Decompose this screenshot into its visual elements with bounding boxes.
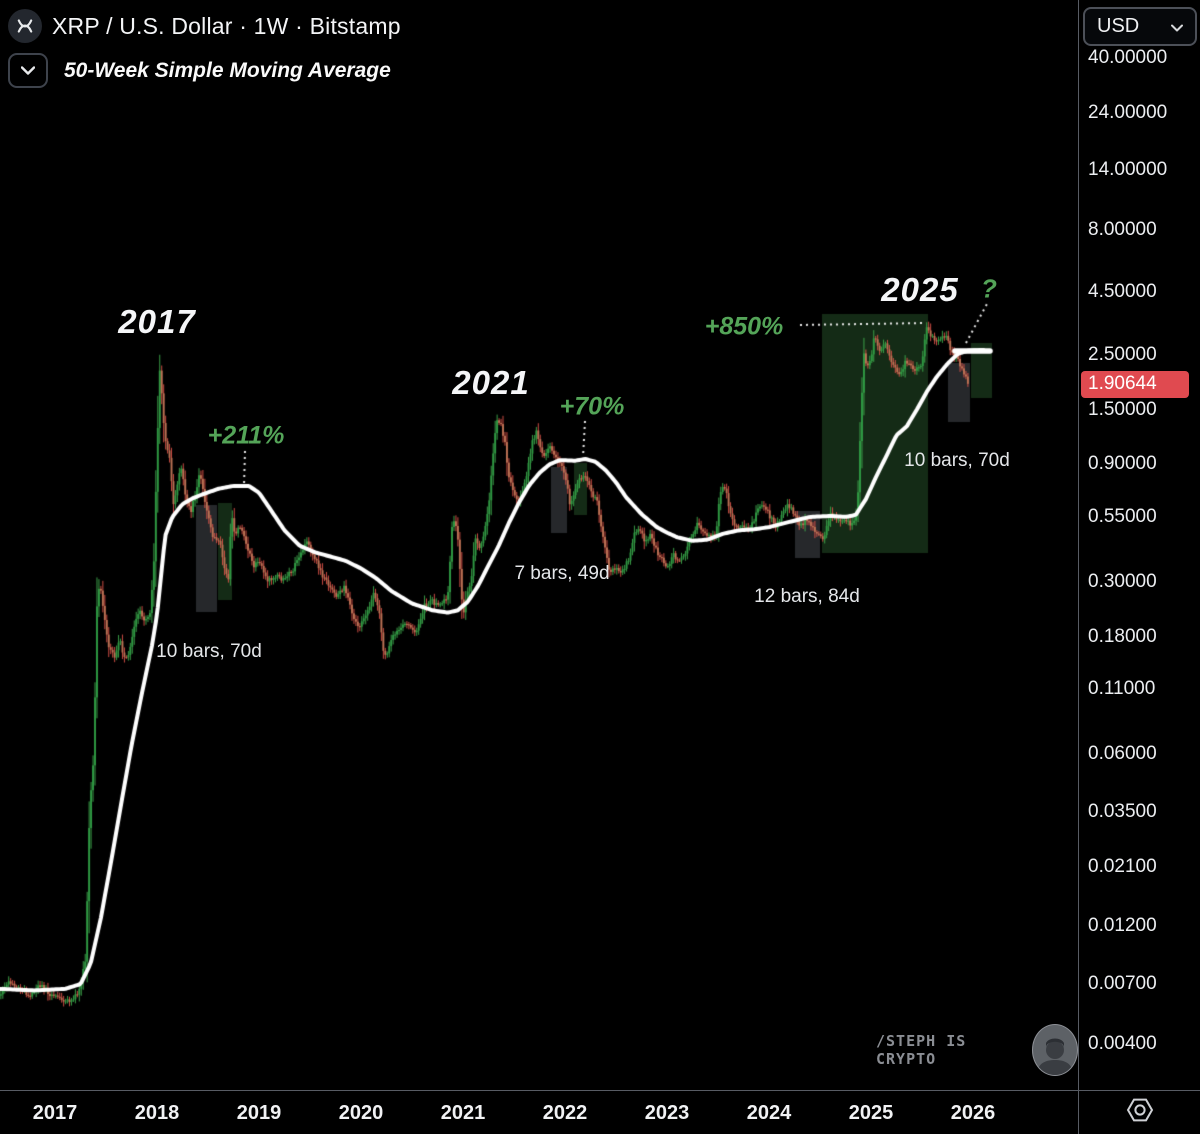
- price-tick-label: 40.00000: [1088, 47, 1168, 68]
- price-scale-settings-icon[interactable]: [1125, 1095, 1155, 1130]
- year-tick-label: 2019: [236, 1102, 282, 1124]
- price-tick-label: 0.01200: [1088, 915, 1157, 937]
- annotation-bars-10-70-a: 10 bars, 70d: [156, 641, 262, 662]
- price-tick-label: 8.00000: [1088, 219, 1157, 241]
- year-tick-label: 2020: [338, 1102, 384, 1124]
- price-tick-label: 0.02100: [1088, 855, 1157, 877]
- year-tick-label: 2021: [440, 1102, 486, 1124]
- price-axis[interactable]: 40.00000 24.00000 14.00000 8.00000 4.50000 2.…: [1078, 0, 1200, 1090]
- annotation-pct-211: +211%: [207, 421, 285, 450]
- annotation-pct-70: +70%: [559, 392, 625, 421]
- candlestick-chart-canvas[interactable]: [0, 0, 1078, 1090]
- currency-dropdown-value: USD: [1097, 15, 1140, 37]
- price-tick-label: 0.90000: [1088, 453, 1157, 475]
- annotation-question-mark: ?: [981, 273, 997, 304]
- xrp-logo-icon[interactable]: [8, 9, 42, 43]
- price-tick-label: 0.55000: [1088, 505, 1157, 527]
- year-tick-label: 2022: [542, 1102, 588, 1124]
- price-tick-label: 0.00700: [1088, 973, 1157, 995]
- price-tick-label: 0.30000: [1088, 570, 1157, 592]
- symbol-legend: XRP / U.S. Dollar · 1W · Bitstamp 50-Wee…: [8, 6, 401, 88]
- annotation-pct-850: +850%: [704, 312, 784, 341]
- last-price-tag: 1.90644: [1081, 370, 1189, 398]
- price-tick-label: 0.18000: [1088, 625, 1157, 647]
- annotation-bars-12-84: 12 bars, 84d: [754, 586, 860, 607]
- time-axis[interactable]: 2017 2018 2019 2020 2021 2022 2023 2024 2025 2026: [0, 1090, 1078, 1134]
- price-tick-label: 0.03500: [1088, 800, 1157, 822]
- chevron-down-icon: [20, 63, 36, 78]
- price-tick-label: 14.00000: [1088, 159, 1168, 181]
- chart-pane[interactable]: XRP / U.S. Dollar · 1W · Bitstamp 50-Wee…: [0, 0, 1078, 1090]
- currency-dropdown[interactable]: USD: [1083, 7, 1197, 46]
- price-tick-label: 4.50000: [1088, 280, 1157, 302]
- watermark-text: /STEPH IS CRYPTO: [876, 1032, 967, 1068]
- watermark: /STEPH IS CRYPTO: [876, 1024, 1078, 1076]
- year-tick-label: 2025: [848, 1102, 894, 1124]
- price-tick-label: 1.50000: [1088, 398, 1157, 420]
- annotation-bars-7-49: 7 bars, 49d: [514, 563, 610, 584]
- indicator-collapse-button[interactable]: [8, 53, 48, 88]
- watermark-avatar: [1031, 1024, 1078, 1076]
- year-tick-label: 2026: [950, 1102, 996, 1124]
- annotation-year-2017: 2017: [118, 303, 196, 340]
- price-tick-label: 0.00400: [1088, 1033, 1157, 1055]
- price-tick-label: 2.50000: [1088, 343, 1157, 365]
- price-tick-label: 0.11000: [1088, 678, 1156, 700]
- year-tick-label: 2017: [32, 1102, 78, 1124]
- price-tick-label: 24.00000: [1088, 101, 1168, 123]
- year-tick-label: 2024: [746, 1102, 792, 1124]
- annotation-bars-10-70-b: 10 bars, 70d: [904, 450, 1010, 471]
- chevron-down-icon: [1171, 15, 1183, 38]
- symbol-title[interactable]: XRP / U.S. Dollar · 1W · Bitstamp: [52, 12, 401, 39]
- axis-settings-corner: [1078, 1090, 1200, 1134]
- price-tick-label: 0.06000: [1088, 743, 1157, 765]
- year-tick-label: 2023: [644, 1102, 690, 1124]
- year-tick-label: 2018: [134, 1102, 180, 1124]
- annotation-year-2025: 2025: [881, 271, 959, 308]
- indicator-title[interactable]: 50-Week Simple Moving Average: [64, 58, 391, 82]
- annotation-year-2021: 2021: [452, 364, 530, 401]
